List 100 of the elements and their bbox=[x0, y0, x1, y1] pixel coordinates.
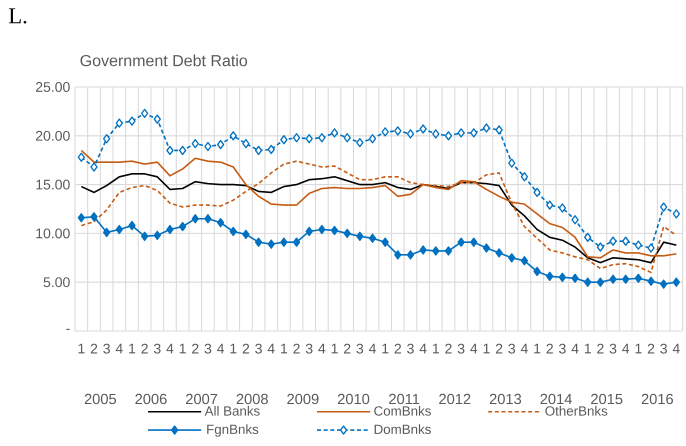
x-tick-label: 3 bbox=[610, 344, 616, 354]
x-tick-label: 1 bbox=[432, 344, 439, 354]
x-tick-label: 4 bbox=[520, 344, 528, 354]
x-tick-label: 4 bbox=[571, 344, 579, 354]
x-tick-label: 4 bbox=[268, 344, 275, 354]
point bbox=[634, 240, 642, 250]
point bbox=[128, 220, 136, 230]
x-tick-label: 3 bbox=[508, 344, 516, 354]
point bbox=[140, 232, 148, 241]
text: 2012 bbox=[439, 394, 470, 404]
text: 2007 bbox=[186, 394, 218, 404]
point bbox=[166, 146, 174, 156]
legend-label: All Banks bbox=[204, 406, 260, 416]
line-series bbox=[80, 173, 678, 264]
point bbox=[154, 230, 161, 240]
point bbox=[356, 138, 364, 148]
legend-label: OtherBnks bbox=[545, 406, 608, 416]
x-tick-label: 3 bbox=[103, 344, 110, 354]
legend-label: ComBnks bbox=[374, 406, 431, 416]
point bbox=[116, 118, 123, 128]
point bbox=[432, 246, 440, 256]
x-tick-label: 2 bbox=[90, 344, 98, 354]
x-tick-label: 3 bbox=[306, 344, 312, 354]
point bbox=[546, 200, 554, 210]
point bbox=[444, 131, 452, 140]
x-tick-label: 2 bbox=[597, 344, 604, 354]
point bbox=[558, 203, 566, 213]
x-tick-label: 3 bbox=[154, 344, 161, 354]
x-tick-label: 1 bbox=[534, 344, 540, 354]
point bbox=[457, 238, 465, 247]
point bbox=[292, 133, 300, 142]
x-tick-label: 4 bbox=[420, 344, 427, 354]
point bbox=[268, 144, 275, 154]
x-tick-label: 1 bbox=[484, 344, 490, 354]
y-tick-label: - bbox=[66, 328, 70, 330]
point bbox=[508, 158, 516, 168]
x-tick-label: 2 bbox=[496, 344, 502, 354]
x-tick-label: 4 bbox=[672, 344, 680, 354]
point bbox=[571, 215, 579, 224]
point bbox=[230, 131, 237, 140]
point bbox=[116, 224, 123, 234]
point bbox=[268, 239, 275, 249]
point bbox=[432, 129, 440, 139]
point bbox=[381, 238, 389, 247]
x-tick-label: 4 bbox=[470, 344, 478, 354]
x-tick-label: 2 bbox=[394, 344, 401, 354]
text: 2011 bbox=[389, 394, 420, 404]
x-tick-label: 2 bbox=[344, 344, 350, 354]
point bbox=[344, 133, 351, 142]
point bbox=[622, 236, 630, 246]
point bbox=[647, 243, 655, 253]
x-tick-label: 1 bbox=[129, 344, 136, 354]
point bbox=[78, 213, 86, 222]
text: 2014 bbox=[540, 394, 572, 404]
point bbox=[546, 272, 554, 282]
point bbox=[128, 116, 136, 126]
point bbox=[406, 129, 414, 139]
y-tick-label: 20.00 bbox=[36, 130, 70, 141]
x-tick-label: 4 bbox=[166, 344, 174, 354]
point bbox=[216, 218, 224, 228]
point bbox=[254, 238, 262, 247]
x-tick-label: 2 bbox=[192, 344, 198, 354]
text: 2006 bbox=[135, 394, 167, 404]
point bbox=[292, 238, 300, 247]
point bbox=[672, 209, 680, 219]
text: L. bbox=[8, 8, 26, 24]
point bbox=[381, 127, 389, 137]
point bbox=[558, 272, 566, 282]
x-tick-label: 1 bbox=[584, 344, 591, 354]
point bbox=[306, 226, 313, 236]
point bbox=[306, 134, 313, 144]
x-tick-label: 4 bbox=[622, 344, 630, 354]
point bbox=[318, 133, 326, 142]
text: 2010 bbox=[338, 394, 370, 404]
point bbox=[318, 224, 326, 234]
text: 2016 bbox=[642, 394, 673, 404]
point bbox=[444, 246, 452, 256]
text: 2013 bbox=[490, 394, 522, 404]
x-tick-label: 1 bbox=[332, 344, 338, 354]
point bbox=[660, 279, 668, 289]
point bbox=[596, 278, 604, 287]
point bbox=[154, 114, 161, 124]
point bbox=[192, 138, 199, 148]
x-tick-label: 3 bbox=[356, 344, 364, 354]
point bbox=[90, 162, 98, 172]
legend-label: DomBnks bbox=[374, 424, 431, 434]
point bbox=[470, 128, 478, 138]
x-tick-label: 4 bbox=[318, 344, 326, 354]
point bbox=[584, 278, 592, 287]
text: 2009 bbox=[287, 394, 318, 404]
x-tick-label: 1 bbox=[180, 344, 186, 354]
legend-label: FgnBnks bbox=[207, 424, 258, 437]
point bbox=[204, 142, 212, 152]
point bbox=[368, 134, 376, 144]
text: 2015 bbox=[591, 394, 622, 404]
point bbox=[230, 226, 237, 236]
point bbox=[140, 108, 148, 118]
point bbox=[571, 274, 579, 283]
point bbox=[533, 188, 541, 198]
point bbox=[672, 278, 680, 287]
